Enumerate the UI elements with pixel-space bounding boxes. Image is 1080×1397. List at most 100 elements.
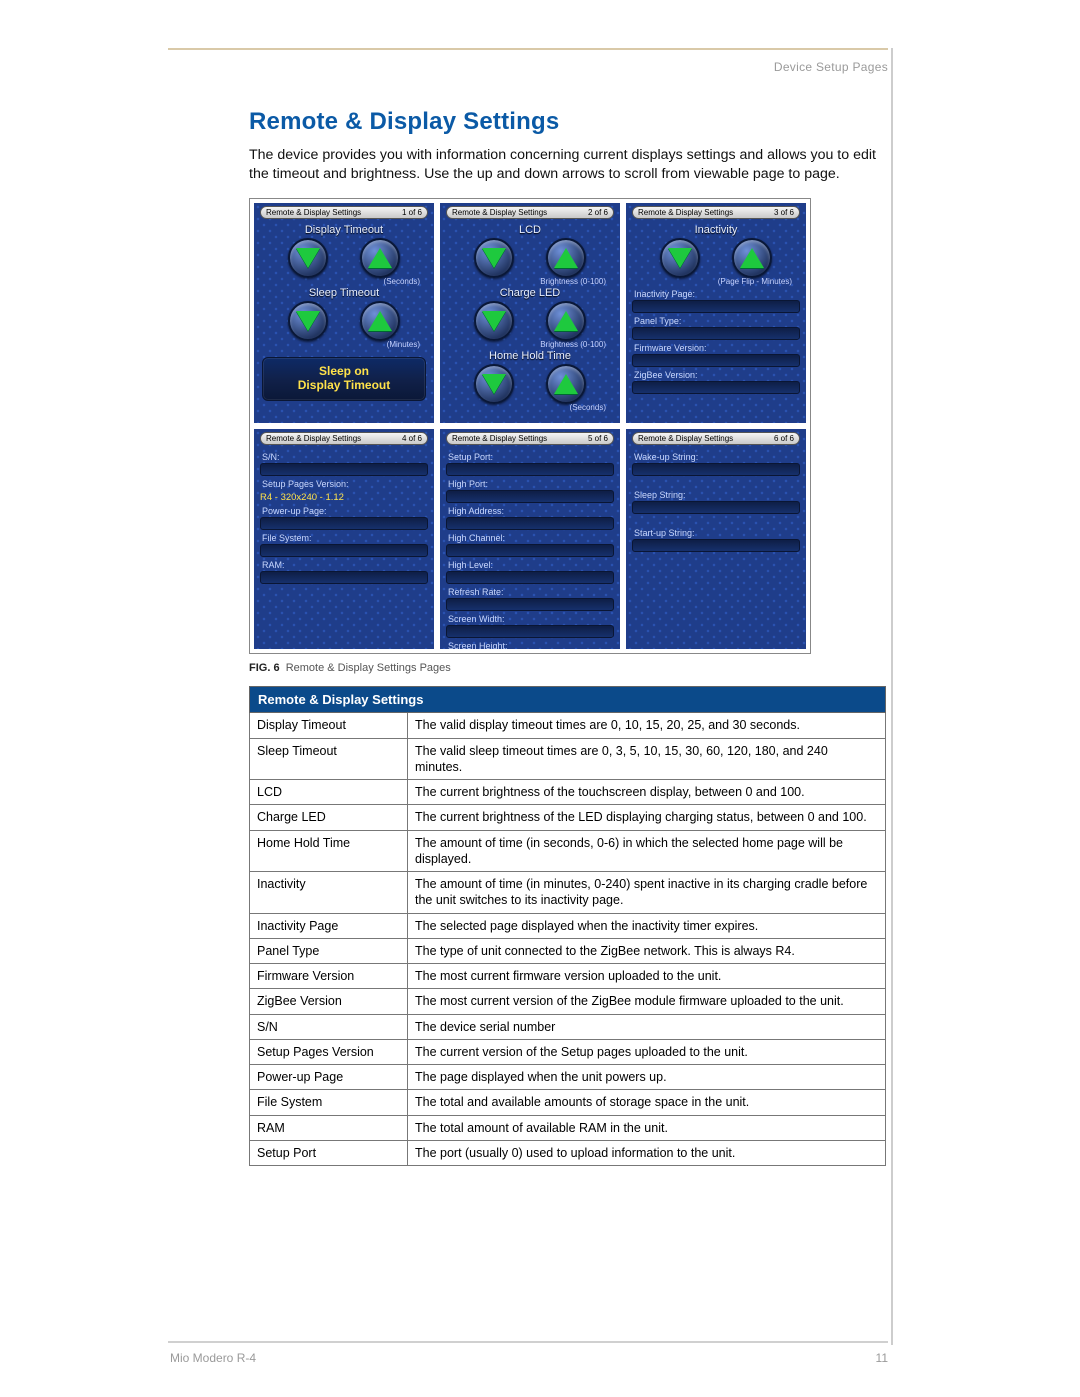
sn-label: S/N: [260, 452, 428, 462]
firmware-version-label: Firmware Version: [632, 343, 800, 353]
top-rule [168, 48, 888, 50]
table-row: S/NThe device serial number [250, 1014, 886, 1039]
lcd-up-button[interactable] [546, 238, 586, 278]
setting-name: LCD [250, 780, 408, 805]
lcd-down-button[interactable] [474, 238, 514, 278]
figure-caption-text: Remote & Display Settings Pages [286, 662, 451, 674]
setting-description: The current brightness of the LED displa… [408, 805, 886, 830]
high-address-field: High Address: [446, 506, 614, 530]
high-channel-label: High Channel: [446, 533, 614, 543]
panel-page-indicator: 2 of 6 [588, 208, 608, 217]
page-shadow [891, 48, 893, 1345]
sleep-timeout-label: Sleep Timeout [254, 286, 434, 299]
setting-description: The most current firmware version upload… [408, 964, 886, 989]
setting-name: S/N [250, 1014, 408, 1039]
table-row: Panel TypeThe type of unit connected to … [250, 938, 886, 963]
panel-5-title: Remote & Display Settings 5 of 6 [446, 432, 614, 445]
table-row: Setup Pages VersionThe current version o… [250, 1039, 886, 1064]
panel-page-indicator: 1 of 6 [402, 208, 422, 217]
wakeup-string-field: Wake-up String: [632, 452, 800, 476]
breadcrumb: Device Setup Pages [774, 60, 888, 74]
lcd-label: LCD [440, 223, 620, 236]
home-hold-down-button[interactable] [474, 364, 514, 404]
sleep-timeout-caption: (Minutes) [254, 340, 434, 349]
table-header: Remote & Display Settings [250, 687, 886, 713]
display-timeout-down-button[interactable] [288, 238, 328, 278]
high-port-field: High Port: [446, 479, 614, 503]
page-title: Remote & Display Settings [249, 108, 889, 136]
panel-title-text: Remote & Display Settings [638, 208, 733, 217]
firmware-version-field: Firmware Version: [632, 343, 800, 367]
inactivity-page-field: Inactivity Page: [632, 289, 800, 313]
panel-3: Remote & Display Settings 3 of 6 Inactiv… [626, 203, 806, 423]
inactivity-caption: (Page Flip - Minutes) [626, 277, 806, 286]
table-row: Setup PortThe port (usually 0) used to u… [250, 1140, 886, 1165]
high-level-label: High Level: [446, 560, 614, 570]
panel-6-title: Remote & Display Settings 6 of 6 [632, 432, 800, 445]
high-channel-field: High Channel: [446, 533, 614, 557]
home-hold-up-button[interactable] [546, 364, 586, 404]
setup-pages-version-label: Setup Pages Version: [260, 479, 428, 489]
setting-name: Setup Pages Version [250, 1039, 408, 1064]
panel-4: Remote & Display Settings 4 of 6 S/N: Se… [254, 429, 434, 649]
ram-label: RAM: [260, 560, 428, 570]
setting-description: The device serial number [408, 1014, 886, 1039]
power-up-page-field: Power-up Page: [260, 506, 428, 530]
charge-led-label: Charge LED [440, 286, 620, 299]
setting-name: File System [250, 1090, 408, 1115]
table-row: Firmware VersionThe most current firmwar… [250, 964, 886, 989]
table-row: InactivityThe amount of time (in minutes… [250, 872, 886, 914]
panel-page-indicator: 6 of 6 [774, 434, 794, 443]
startup-string-label: Start-up String: [632, 528, 800, 538]
charge-led-up-button[interactable] [546, 301, 586, 341]
screen-width-label: Screen Width: [446, 614, 614, 624]
panel-page-indicator: 5 of 6 [588, 434, 608, 443]
setting-description: The total amount of available RAM in the… [408, 1115, 886, 1140]
setup-pages-version-field: Setup Pages Version: [260, 479, 428, 489]
zigbee-version-label: ZigBee Version: [632, 370, 800, 380]
setting-name: Firmware Version [250, 964, 408, 989]
sleep-box-line2: Display Timeout [263, 378, 425, 392]
setting-name: Sleep Timeout [250, 738, 408, 780]
home-hold-label: Home Hold Time [440, 349, 620, 362]
table-row: LCDThe current brightness of the touchsc… [250, 780, 886, 805]
panel-3-title: Remote & Display Settings 3 of 6 [632, 206, 800, 219]
setting-name: RAM [250, 1115, 408, 1140]
panel-5: Remote & Display Settings 5 of 6 Setup P… [440, 429, 620, 649]
setup-pages-version-value: R4 - 320x240 - 1.12 [260, 492, 428, 503]
sleep-timeout-up-button[interactable] [360, 301, 400, 341]
startup-string-field: Start-up String: [632, 528, 800, 552]
setting-name: Home Hold Time [250, 830, 408, 872]
inactivity-label: Inactivity [626, 223, 806, 236]
home-hold-caption: (Seconds) [440, 403, 620, 412]
sleep-timeout-down-button[interactable] [288, 301, 328, 341]
panel-4-title: Remote & Display Settings 4 of 6 [260, 432, 428, 445]
setting-name: Panel Type [250, 938, 408, 963]
screen-height-field: Screen Height: [446, 641, 614, 649]
panel-1: Remote & Display Settings 1 of 6 Display… [254, 203, 434, 423]
setting-name: Setup Port [250, 1140, 408, 1165]
high-level-field: High Level: [446, 560, 614, 584]
table-row: File SystemThe total and available amoun… [250, 1090, 886, 1115]
setting-description: The total and available amounts of stora… [408, 1090, 886, 1115]
file-system-label: File System: [260, 533, 428, 543]
panel-page-indicator: 3 of 6 [774, 208, 794, 217]
table-row: RAMThe total amount of available RAM in … [250, 1115, 886, 1140]
wakeup-string-label: Wake-up String: [632, 452, 800, 462]
sleep-on-timeout-button[interactable]: Sleep on Display Timeout [262, 357, 426, 401]
display-timeout-caption: (Seconds) [254, 277, 434, 286]
panel-title-text: Remote & Display Settings [452, 434, 547, 443]
panel-page-indicator: 4 of 6 [402, 434, 422, 443]
sleep-string-label: Sleep String: [632, 490, 800, 500]
table-row: Display TimeoutThe valid display timeout… [250, 713, 886, 738]
version-string: R4 - 320x240 - 1.12 [260, 492, 428, 503]
inactivity-down-button[interactable] [660, 238, 700, 278]
setting-description: The valid display timeout times are 0, 1… [408, 713, 886, 738]
device-screens-figure: Remote & Display Settings 1 of 6 Display… [249, 198, 811, 654]
panel-type-label: Panel Type: [632, 316, 800, 326]
inactivity-up-button[interactable] [732, 238, 772, 278]
setting-name: Display Timeout [250, 713, 408, 738]
display-timeout-up-button[interactable] [360, 238, 400, 278]
power-up-page-label: Power-up Page: [260, 506, 428, 516]
charge-led-down-button[interactable] [474, 301, 514, 341]
